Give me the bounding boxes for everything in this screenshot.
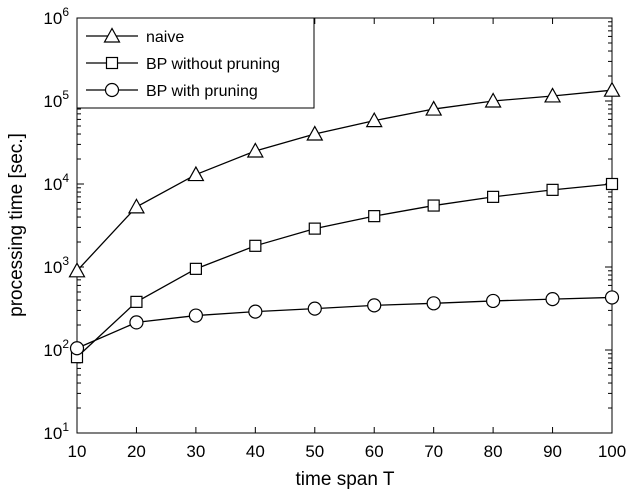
legend-entry: naive — [86, 27, 184, 46]
legend-marker-triangle — [103, 27, 121, 43]
data-point-triangle — [246, 142, 264, 158]
legend-label: BP without pruning — [146, 56, 280, 73]
x-tick-label: 80 — [484, 442, 503, 461]
legend-label: naive — [146, 29, 184, 46]
data-point-triangle — [187, 165, 205, 182]
data-point-circle — [248, 304, 263, 319]
data-point-square — [368, 210, 381, 223]
x-axis-title: time span T — [296, 469, 395, 490]
y-tick-label: 103 — [43, 254, 69, 277]
data-point-triangle — [68, 262, 86, 278]
data-point-square — [427, 199, 440, 212]
data-point-square — [546, 183, 559, 196]
data-point-circle — [426, 296, 441, 311]
series-circle — [69, 290, 620, 356]
x-tick-label: 40 — [246, 442, 265, 461]
x-tick-label: 20 — [127, 442, 146, 461]
data-point-triangle — [306, 125, 324, 141]
y-tick-exponent: 2 — [62, 337, 69, 351]
y-tick-exponent: 3 — [62, 254, 69, 268]
y-axis-title: processing time [sec.] — [6, 133, 27, 317]
y-tick-label: 101 — [43, 420, 69, 443]
data-point-square — [130, 295, 143, 308]
data-point-circle — [367, 298, 382, 313]
series-square — [70, 177, 619, 364]
data-point-circle — [69, 341, 85, 356]
x-tick-label: 90 — [543, 442, 562, 461]
y-tick-label: 104 — [43, 171, 69, 194]
y-tick-base: 10 — [43, 9, 62, 28]
series-line — [76, 89, 613, 272]
y-tick-base: 10 — [43, 341, 62, 360]
data-point-square — [605, 177, 619, 191]
data-point-circle — [307, 301, 322, 316]
legend-entry: BP with pruning — [86, 82, 258, 100]
data-point-circle — [545, 292, 560, 307]
y-tick-label: 105 — [43, 88, 69, 111]
data-point-square — [308, 222, 321, 235]
y-tick-label: 106 — [43, 5, 69, 28]
data-point-square — [249, 239, 262, 252]
y-tick-base: 10 — [43, 92, 62, 111]
data-point-circle — [129, 315, 144, 330]
legend-entry: BP without pruning — [86, 56, 280, 73]
data-point-triangle — [365, 111, 383, 128]
data-point-triangle — [544, 87, 562, 103]
y-tick-base: 10 — [43, 424, 62, 443]
series-triangle — [68, 81, 621, 278]
x-tick-label: 50 — [305, 442, 324, 461]
legend-label: BP with pruning — [146, 83, 258, 100]
series-layer — [68, 81, 621, 364]
series-line — [76, 296, 613, 349]
y-tick-exponent: 1 — [62, 420, 69, 434]
data-point-triangle — [484, 92, 502, 108]
x-tick-label: 30 — [186, 442, 205, 461]
y-tick-base: 10 — [43, 258, 62, 277]
data-point-triangle — [127, 198, 145, 214]
y-tick-exponent: 6 — [62, 5, 69, 19]
series-line — [76, 183, 613, 358]
data-point-circle — [604, 290, 620, 305]
x-tick-label: 60 — [365, 442, 384, 461]
legend: naive BP without pruning BP with pruning — [76, 17, 315, 109]
data-point-circle — [486, 293, 501, 309]
data-point-square — [189, 262, 202, 275]
y-tick-base: 10 — [43, 175, 62, 194]
x-tick-label: 100 — [598, 442, 626, 461]
data-point-triangle — [425, 100, 443, 116]
y-tick-exponent: 4 — [62, 171, 69, 185]
x-tick-label: 70 — [424, 442, 443, 461]
y-tick-exponent: 5 — [62, 88, 69, 102]
data-point-triangle — [603, 81, 621, 97]
x-tick-label: 10 — [68, 442, 87, 461]
data-point-circle — [188, 308, 203, 323]
legend-marker-circle — [104, 82, 120, 98]
legend-marker-square — [105, 56, 119, 70]
y-tick-label: 102 — [43, 337, 69, 360]
data-point-square — [487, 190, 500, 203]
